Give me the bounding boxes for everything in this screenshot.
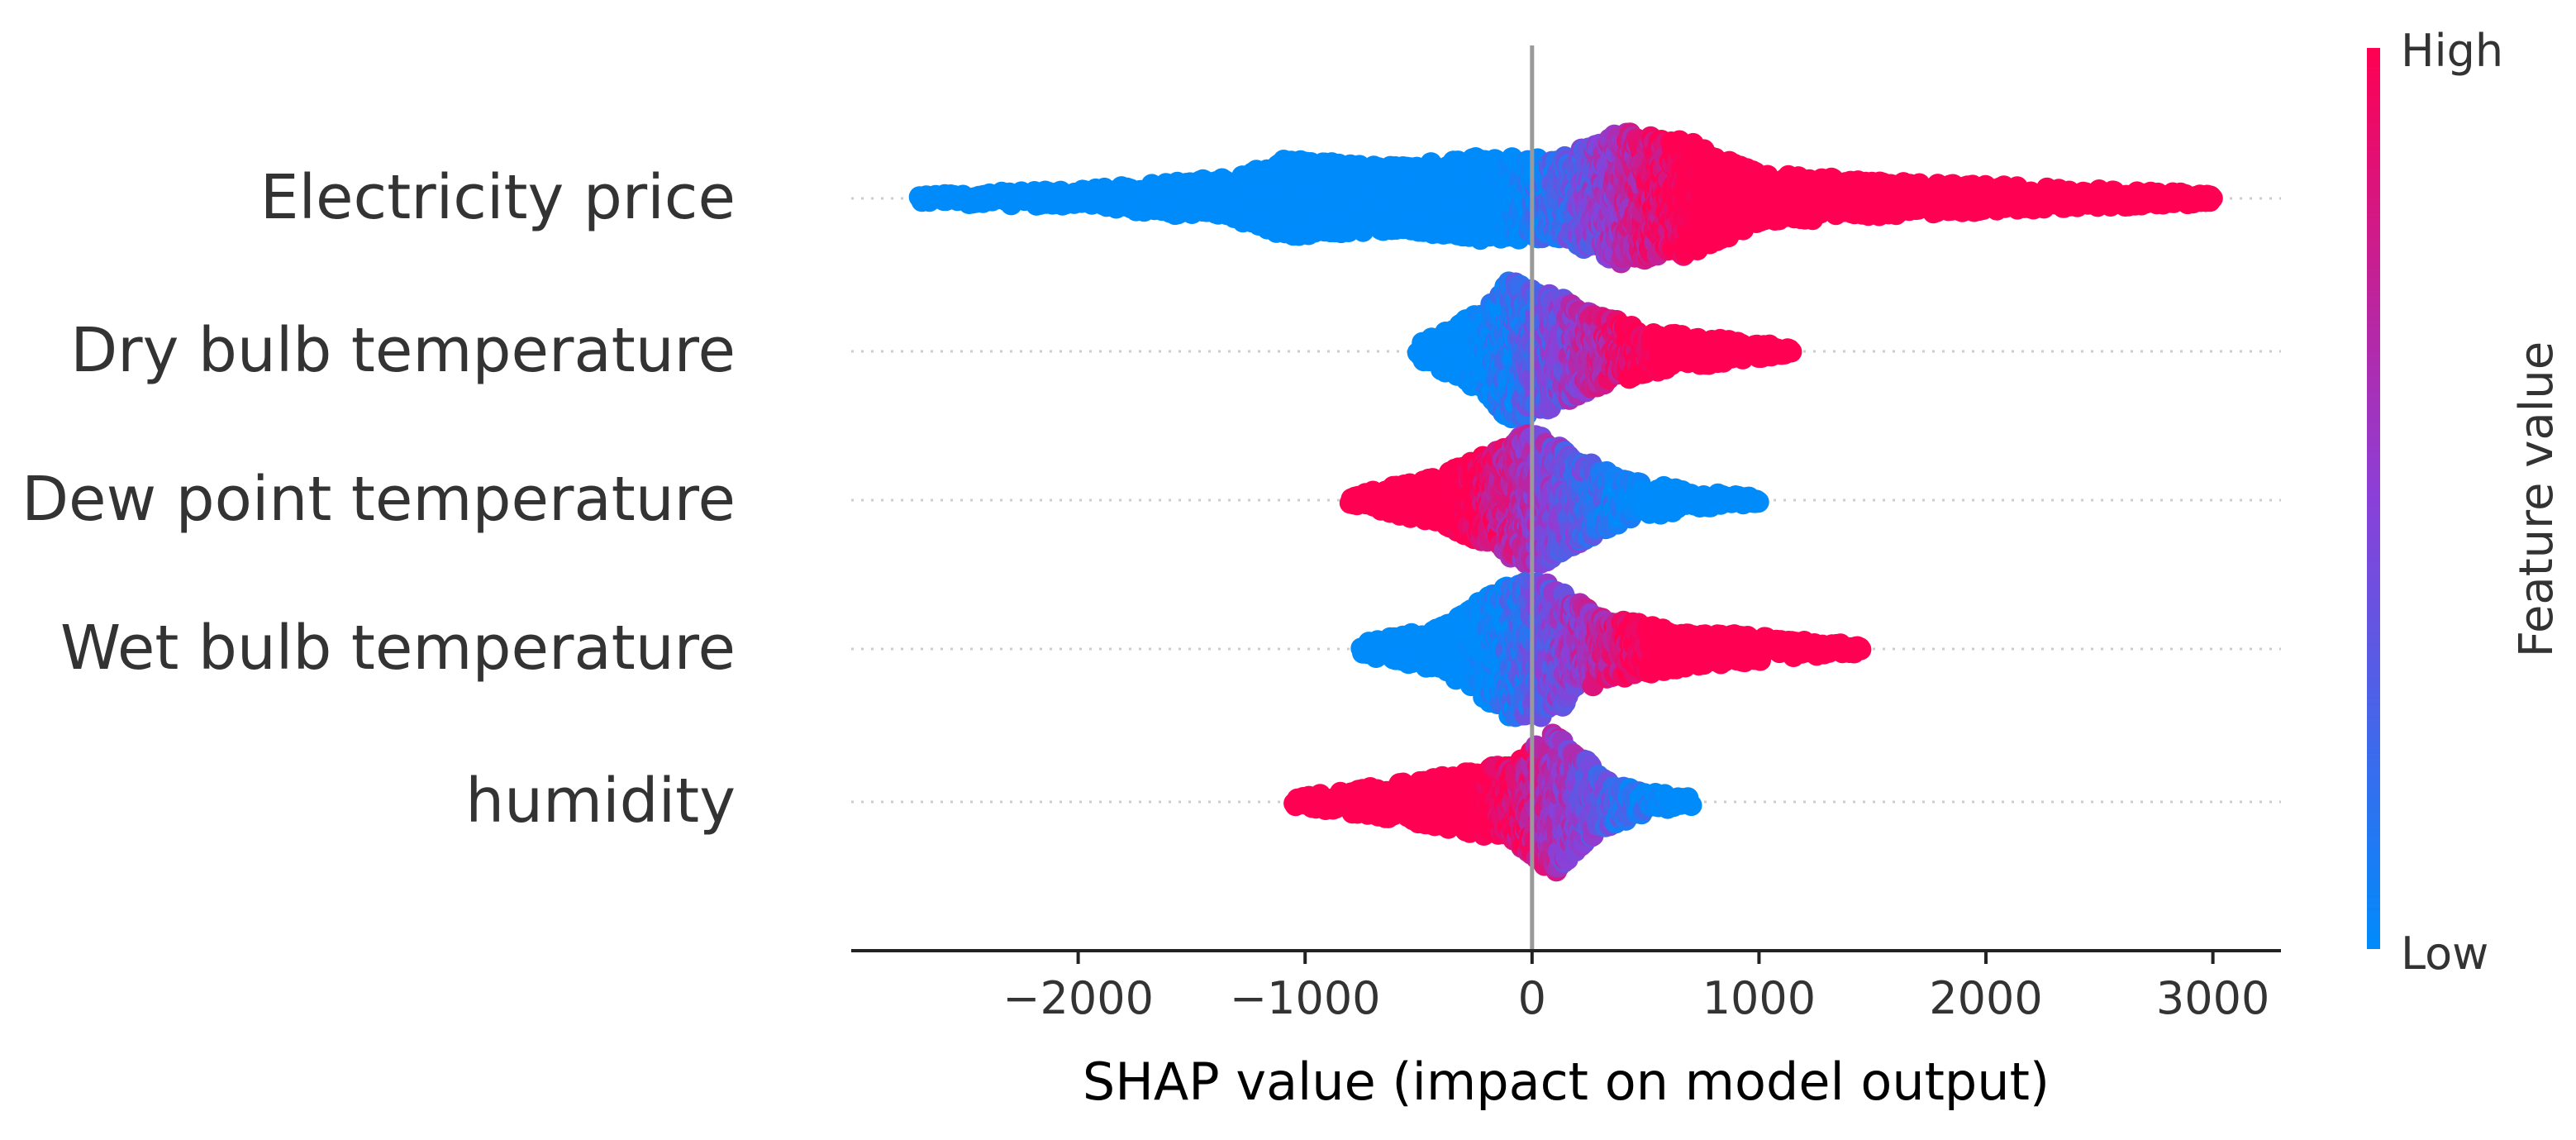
- beeswarm-points: [908, 122, 2223, 882]
- shap-point: [2201, 187, 2223, 209]
- feature-swarm: [908, 122, 2223, 274]
- shap-point: [1747, 491, 1769, 513]
- feature-swarm: [1339, 424, 1769, 575]
- feature-swarm: [1350, 572, 1872, 727]
- feature-swarm: [1407, 271, 1802, 429]
- shap-point: [1780, 341, 1802, 363]
